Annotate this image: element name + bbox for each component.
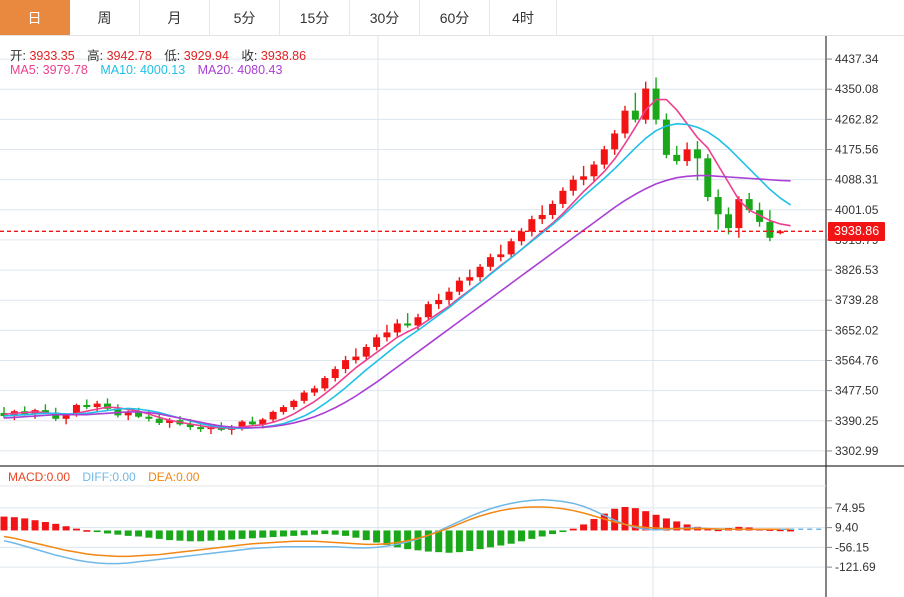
tab-5min[interactable]: 5分 [210,0,280,35]
tab-30min-label: 30分 [369,9,400,26]
chart-area[interactable]: 4437.34 4350.08 4262.82 4175.56 4088.31 4001.… [0,36,904,597]
svg-text:4175.56: 4175.56 [835,143,879,157]
svg-text:3477.50: 3477.50 [835,384,879,398]
macd-signal-lines [3,498,826,565]
price-gridlines [0,58,826,452]
tab-week-label: 周 [97,9,112,26]
macd-histogram [0,506,795,553]
svg-text:3826.53: 3826.53 [835,263,879,277]
tab-month[interactable]: 月 [140,0,210,35]
svg-text:4001.05: 4001.05 [835,203,879,217]
tabbar-filler [557,0,904,35]
svg-text:3652.02: 3652.02 [835,323,879,337]
candlestick-series [0,77,784,435]
tab-month-label: 月 [167,9,182,26]
axis-lines [0,36,904,597]
tab-4hour[interactable]: 4时 [490,0,557,35]
svg-text:4437.34: 4437.34 [835,52,879,66]
tab-day[interactable]: 日 [0,0,70,35]
tab-60min-label: 60分 [439,9,470,26]
chart-canvas[interactable]: 4437.34 4350.08 4262.82 4175.56 4088.31 4001.… [0,36,904,597]
tab-30min[interactable]: 30分 [350,0,420,35]
tab-day-label: 日 [27,9,42,26]
price-axis-labels: 4437.34 4350.08 4262.82 4175.56 4088.31 4001.… [826,52,879,458]
svg-text:3302.99: 3302.99 [835,444,879,458]
tab-4hour-label: 4时 [512,9,534,26]
svg-text:74.95: 74.95 [835,501,865,515]
svg-text:4262.82: 4262.82 [835,112,879,126]
svg-text:3564.76: 3564.76 [835,354,879,368]
svg-text:4350.08: 4350.08 [835,82,879,96]
current-price-badge: 3938.86 [828,222,886,242]
macd-axis-labels: 74.95 9.40 -56.15 -121.69 [826,501,876,574]
moving-average-lines [3,98,792,430]
svg-text:4088.31: 4088.31 [835,173,879,187]
svg-text:3390.25: 3390.25 [835,414,879,428]
svg-text:-121.69: -121.69 [835,560,876,574]
tab-60min[interactable]: 60分 [420,0,490,35]
timeframe-tabbar: 日 周 月 5分 15分 30分 60分 4时 [0,0,904,36]
svg-text:3739.28: 3739.28 [835,293,879,307]
macd-gridlines [0,507,826,568]
tab-15min[interactable]: 15分 [280,0,350,35]
svg-text:-56.15: -56.15 [835,540,869,554]
tab-week[interactable]: 周 [70,0,140,35]
tab-15min-label: 15分 [299,9,330,26]
svg-text:9.40: 9.40 [835,521,859,535]
tab-5min-label: 5分 [233,9,256,26]
